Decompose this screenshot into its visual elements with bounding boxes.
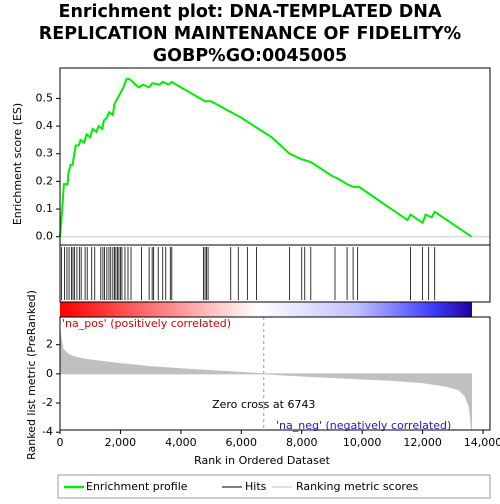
panel-frame [59,244,491,303]
neg-label: 'na_neg' (negatively correlated) [276,419,451,432]
enrichment-profile [59,78,473,238]
rank-color-bar [60,302,472,317]
metric-axis-label: Ranked list metric (PreRanked) [25,290,38,460]
x-tick-label: 12,000 [403,436,442,449]
pos-label: 'na_pos' (positively correlated) [62,317,231,330]
x-tick-label: 10,000 [343,436,382,449]
metric-tick-label: 0 [46,367,53,380]
y-tick-label: 0.5 [36,91,54,104]
ranking-metric [59,331,473,430]
x-axis-label: Rank in Ordered Dataset [194,454,331,467]
legend-entry: Ranking metric scores [296,480,418,493]
x-tick-label: 4,000 [165,436,197,449]
y-tick-label: 0.3 [36,147,54,160]
y-tick-label: 0.0 [36,230,54,243]
metric-tick-label: 2 [46,338,53,351]
y-tick-label: 0.1 [36,202,54,215]
title-line: GOBP%GO:0045005 [153,46,347,66]
legend-entry: Hits [245,480,267,493]
metric-tick-label: -4 [42,425,53,438]
legend-entry: Enrichment profile [86,480,188,493]
x-tick-label: 2,000 [105,436,137,449]
es-axis-label: Enrichment score (ES) [11,103,24,225]
panel-frame [59,316,491,431]
title-line: REPLICATION MAINTENANCE OF FIDELITY% [39,24,461,44]
zero-cross-label: Zero cross at 6743 [212,398,315,411]
x-tick-label: 6,000 [226,436,258,449]
x-tick-label: 8,000 [286,436,318,449]
y-tick-label: 0.4 [36,119,54,132]
metric-tick-label: -2 [42,396,53,409]
y-tick-label: 0.2 [36,174,54,187]
title-line: Enrichment plot: DNA-TEMPLATED DNA [58,2,441,22]
x-tick-label: 14,000 [464,436,500,449]
x-tick-label: 0 [57,436,64,449]
